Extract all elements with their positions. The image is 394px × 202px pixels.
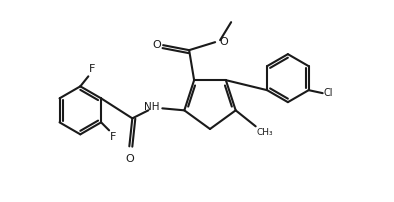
Text: F: F	[110, 132, 117, 142]
Text: O: O	[125, 154, 134, 164]
Text: NH: NH	[144, 102, 159, 112]
Text: O: O	[219, 37, 228, 47]
Text: CH₃: CH₃	[256, 128, 273, 137]
Text: Cl: Cl	[323, 88, 333, 98]
Text: O: O	[153, 40, 162, 50]
Text: F: F	[89, 64, 96, 74]
